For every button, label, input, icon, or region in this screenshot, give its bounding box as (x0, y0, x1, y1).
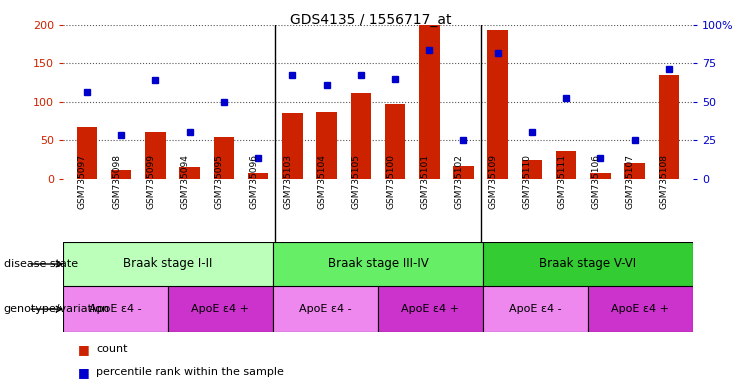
Bar (588, 286, 693, 332)
Bar (378, 286, 483, 332)
Text: GSM735099: GSM735099 (147, 154, 156, 209)
Text: ApoE ε4 +: ApoE ε4 + (611, 304, 669, 314)
Text: GSM735104: GSM735104 (318, 154, 327, 209)
Text: GSM735094: GSM735094 (181, 154, 190, 209)
Text: GSM735102: GSM735102 (454, 154, 463, 209)
Bar (168, 286, 273, 332)
Text: ■: ■ (78, 366, 90, 379)
Bar (350, 93, 371, 179)
Text: percentile rank within the sample: percentile rank within the sample (96, 367, 285, 377)
Text: Braak stage I-II: Braak stage I-II (123, 258, 213, 270)
Text: GSM735100: GSM735100 (386, 154, 395, 209)
Bar (625, 163, 645, 179)
Bar (385, 104, 405, 179)
Text: GSM735106: GSM735106 (591, 154, 600, 209)
Bar (273, 242, 483, 286)
Bar (659, 75, 679, 179)
Text: GSM735098: GSM735098 (112, 154, 122, 209)
Text: genotype/variation: genotype/variation (4, 304, 110, 314)
Bar (419, 25, 439, 179)
Bar (179, 167, 200, 179)
Text: GSM735108: GSM735108 (660, 154, 669, 209)
Text: Braak stage V-VI: Braak stage V-VI (539, 258, 637, 270)
Bar (63, 286, 168, 332)
Bar (247, 173, 268, 179)
Text: GSM735103: GSM735103 (283, 154, 293, 209)
Bar (483, 242, 693, 286)
Text: ApoE ε4 -: ApoE ε4 - (509, 304, 562, 314)
Bar (282, 113, 302, 179)
Text: GDS4135 / 1556717_at: GDS4135 / 1556717_at (290, 13, 451, 27)
Text: ApoE ε4 -: ApoE ε4 - (299, 304, 352, 314)
Text: count: count (96, 344, 128, 354)
Text: GSM735107: GSM735107 (625, 154, 634, 209)
Bar (145, 132, 166, 179)
Bar (111, 170, 131, 179)
Bar (522, 160, 542, 179)
Bar (316, 112, 337, 179)
Text: ■: ■ (78, 343, 90, 356)
Bar (488, 30, 508, 179)
Text: GSM735097: GSM735097 (78, 154, 87, 209)
Text: GSM735096: GSM735096 (249, 154, 258, 209)
Bar (63, 242, 273, 286)
Text: GSM735101: GSM735101 (420, 154, 429, 209)
Text: GSM735109: GSM735109 (489, 154, 498, 209)
Text: GSM735110: GSM735110 (523, 154, 532, 209)
Bar (213, 137, 234, 179)
Bar (556, 151, 576, 179)
Text: GSM735105: GSM735105 (352, 154, 361, 209)
Bar (453, 166, 473, 179)
Bar (273, 286, 378, 332)
Text: ApoE ε4 +: ApoE ε4 + (191, 304, 250, 314)
Bar (76, 127, 97, 179)
Text: GSM735095: GSM735095 (215, 154, 224, 209)
Text: disease state: disease state (4, 259, 78, 269)
Text: GSM735111: GSM735111 (557, 154, 566, 209)
Text: ApoE ε4 +: ApoE ε4 + (402, 304, 459, 314)
Bar (483, 286, 588, 332)
Text: Braak stage III-IV: Braak stage III-IV (328, 258, 428, 270)
Text: ApoE ε4 -: ApoE ε4 - (89, 304, 142, 314)
Bar (590, 173, 611, 179)
